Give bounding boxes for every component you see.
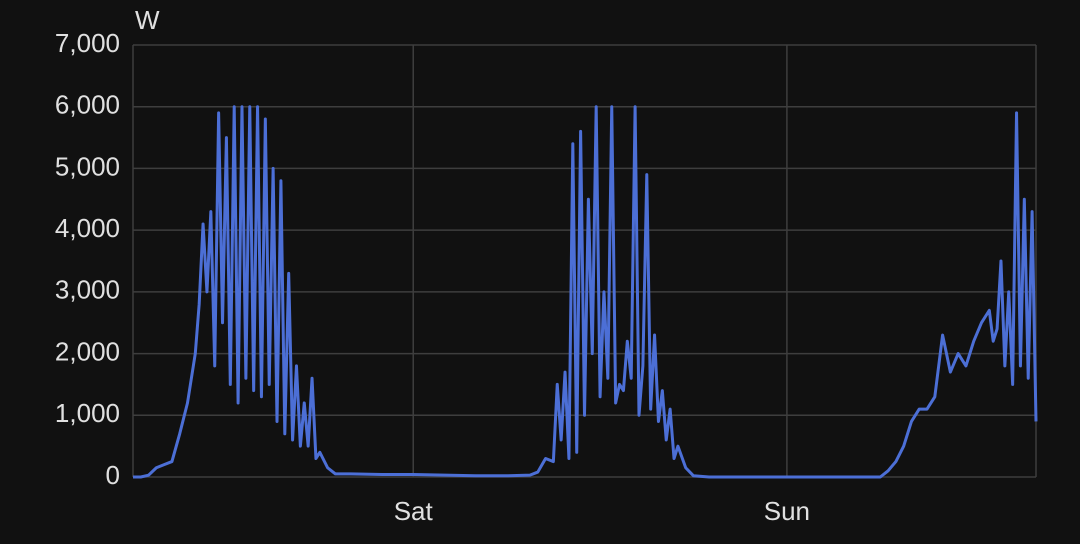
y-tick-label: 7,000 <box>55 28 120 58</box>
y-tick-label: 2,000 <box>55 336 120 366</box>
y-tick-label: 1,000 <box>55 398 120 428</box>
y-tick-label: 5,000 <box>55 151 120 181</box>
x-tick-label: Sat <box>394 496 434 526</box>
y-tick-label: 4,000 <box>55 213 120 243</box>
y-tick-label: 3,000 <box>55 275 120 305</box>
y-tick-label: 0 <box>106 460 120 490</box>
x-tick-label: Sun <box>764 496 810 526</box>
data-line <box>133 105 1038 479</box>
y-axis-label: W <box>135 5 160 35</box>
y-tick-label: 6,000 <box>55 90 120 120</box>
